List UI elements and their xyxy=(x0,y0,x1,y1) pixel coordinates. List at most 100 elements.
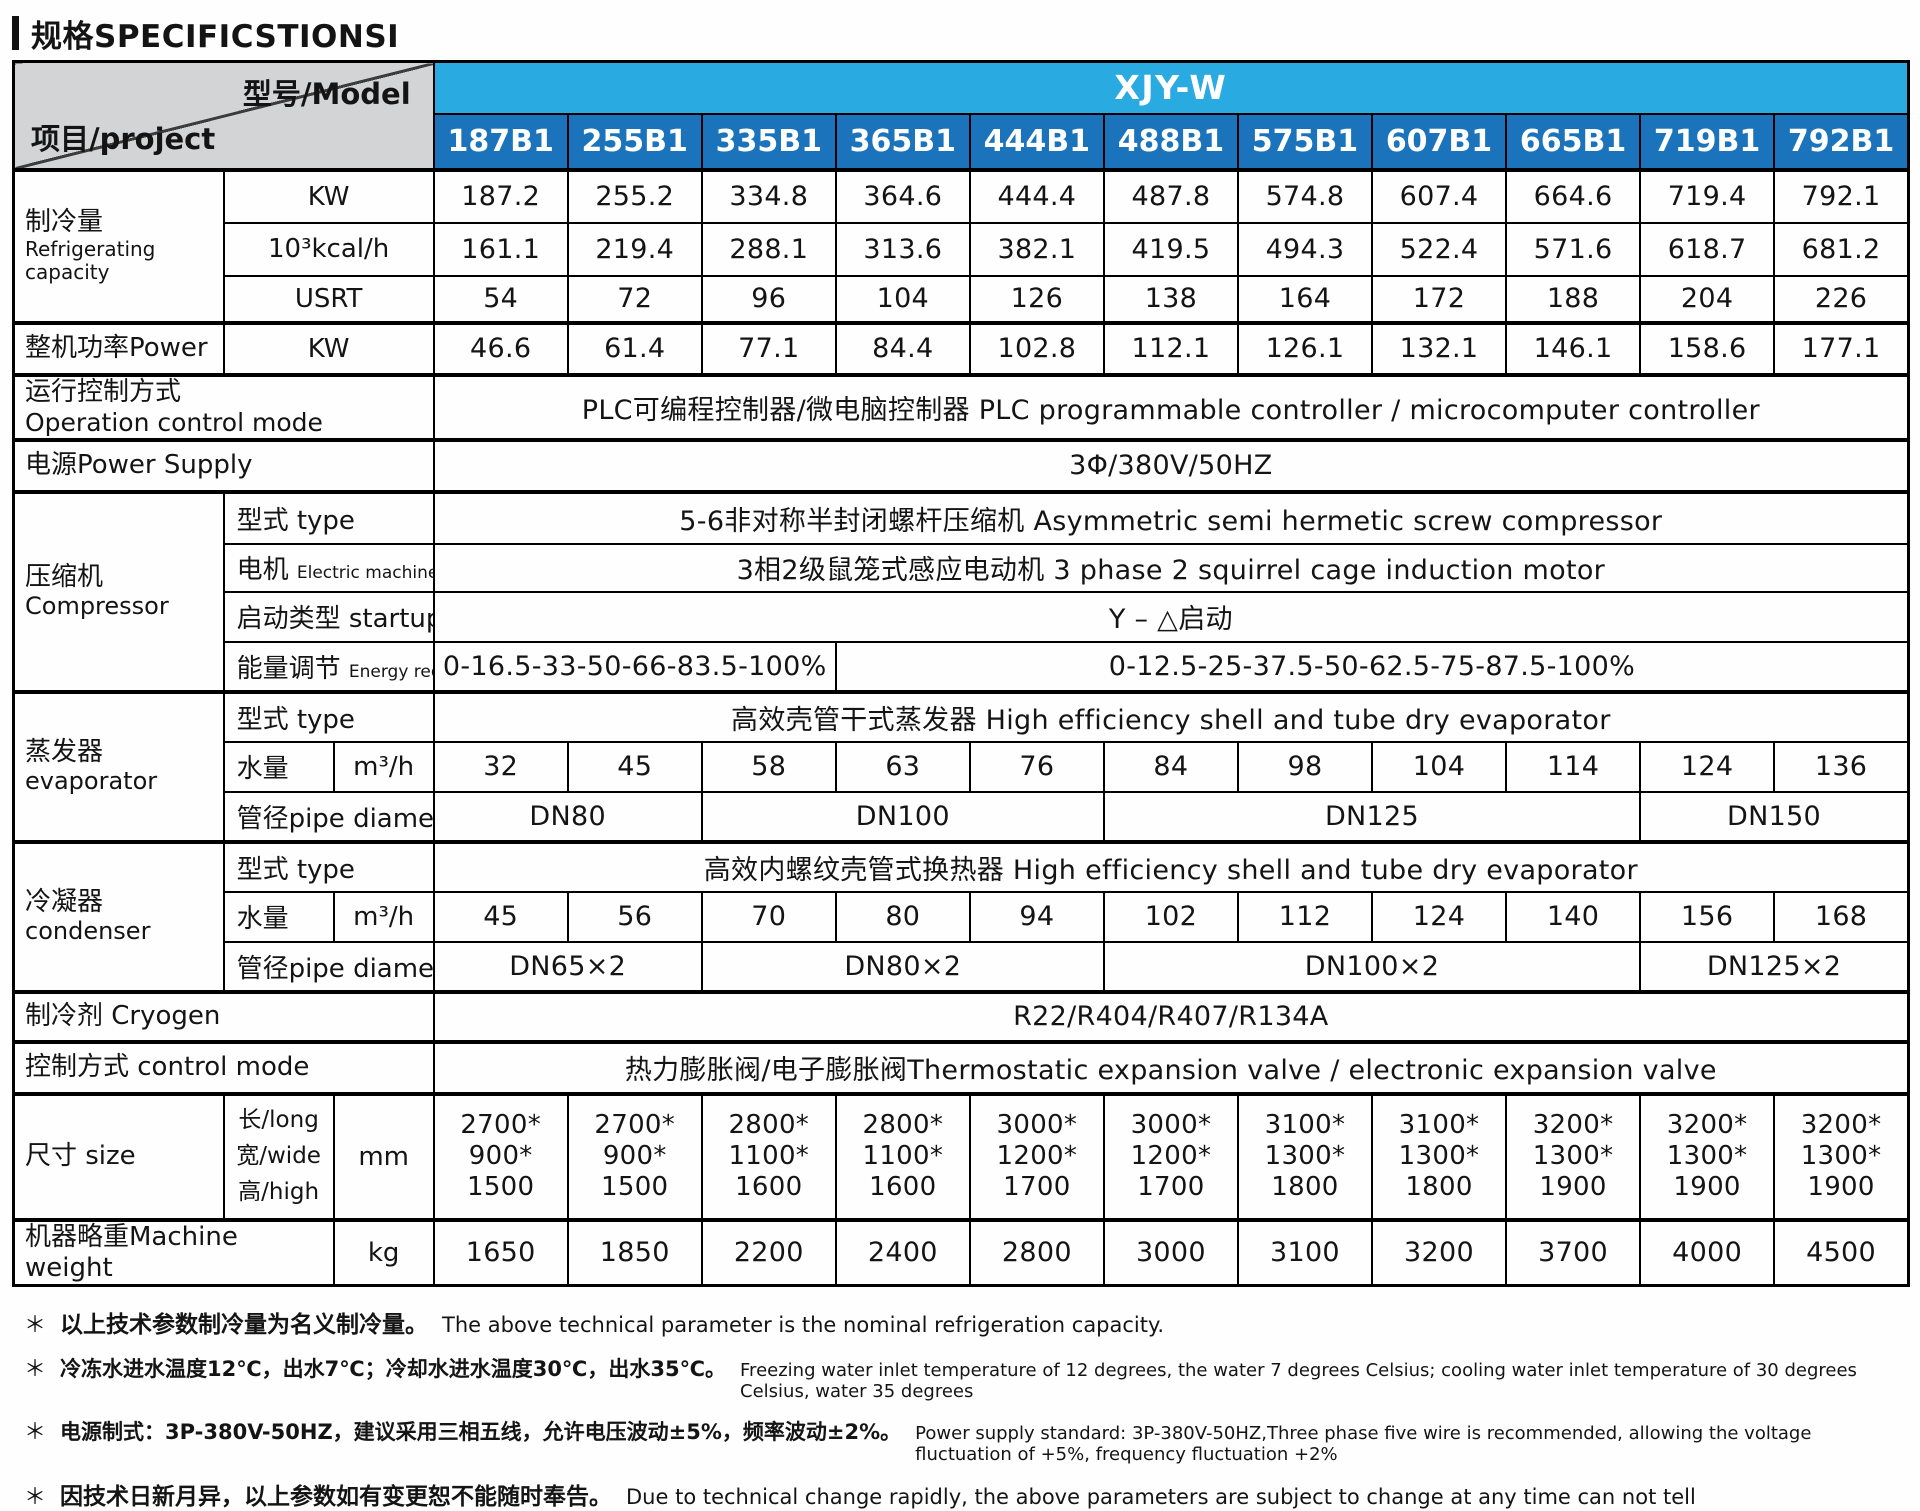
cryogen-row: 制冷剂 Cryogen R22/R404/R407/R134A xyxy=(12,989,1910,1043)
kw-cell: 364.6 xyxy=(834,167,971,224)
cond-water-cell: 56 xyxy=(566,890,703,943)
evap-water-cell: 45 xyxy=(566,740,703,793)
cond-water-cell: 80 xyxy=(834,890,971,943)
usrt-cell: 72 xyxy=(566,274,703,324)
power-supply-label: 电源Power Supply xyxy=(12,437,435,493)
refrigerating-usrt-row: USRT 54 72 96 104 126 138 164 172 188 20… xyxy=(14,274,1910,324)
compressor-startup-value: Y – △启动 xyxy=(432,590,1910,643)
motor-label-en: Electric machinery xyxy=(296,563,432,584)
usrt-cell: 164 xyxy=(1236,274,1373,324)
condenser-pipe-row: 管径pipe diameter DN65×2 DN80×2 DN100×2 DN… xyxy=(14,940,1910,993)
power-cell: 146.1 xyxy=(1505,320,1642,376)
evap-water-cell: 58 xyxy=(700,740,837,793)
weight-cell: 2400 xyxy=(834,1217,971,1287)
weight-cell: 4000 xyxy=(1639,1217,1776,1287)
kw-cell: 719.4 xyxy=(1639,167,1776,224)
size-cell: 3100* 1300* 1800 xyxy=(1236,1091,1373,1221)
energy-label-en: Energy regulation xyxy=(348,661,432,682)
kcal-cell: 288.1 xyxy=(700,221,837,277)
kw-cell: 664.6 xyxy=(1505,167,1642,224)
power-cell: 61.4 xyxy=(566,320,703,376)
kcal-cell: 494.3 xyxy=(1236,221,1373,277)
page-title-text: 规格SPECIFICSTIONSI xyxy=(31,18,400,55)
cond-pipe-cell: DN125×2 xyxy=(1639,940,1910,993)
refrigerating-label-en: Refrigerating capacity xyxy=(25,236,156,284)
kw-cell: 255.2 xyxy=(566,167,703,224)
kw-cell: 574.8 xyxy=(1236,167,1373,224)
compressor-motor-value: 3相2级鼠笼式感应电动机 3 phase 2 squirrel cage ind… xyxy=(432,542,1910,593)
compressor-motor-label: 电机 Electric machinery xyxy=(222,542,435,593)
kw-cell: 792.1 xyxy=(1773,167,1910,224)
model-header: 665B1 xyxy=(1505,112,1642,171)
header-brand-row: 型号/Model 项目/project XJY-W xyxy=(12,60,1910,171)
weight-unit: kg xyxy=(332,1217,435,1287)
operation-mode-label: 运行控制方式 Operation control mode xyxy=(12,372,435,441)
unit-usrt: USRT xyxy=(222,274,435,324)
energy-label-zh: 能量调节 xyxy=(236,653,341,684)
power-cell: 132.1 xyxy=(1370,320,1508,376)
model-header: 575B1 xyxy=(1236,112,1373,171)
condenser-pipe-label: 管径pipe diameter xyxy=(222,940,435,993)
evaporator-type-label: 型式 type xyxy=(222,689,435,743)
usrt-cell: 204 xyxy=(1639,274,1776,324)
evaporator-pipe-row: 管径pipe diameter DN80 DN100 DN125 DN150 xyxy=(14,790,1910,843)
evap-water-cell: 124 xyxy=(1639,740,1776,793)
brand-series-cell: XJY-W xyxy=(432,60,1910,115)
condenser-water-row: 水量 m³/h 45 56 70 80 94 102 112 124 140 1… xyxy=(14,890,1910,943)
operation-mode-row: 运行控制方式 Operation control mode PLC可编程控制器/… xyxy=(12,372,1910,441)
model-header: 444B1 xyxy=(968,112,1105,171)
power-unit: KW xyxy=(222,320,435,376)
weight-cell: 3000 xyxy=(1102,1217,1239,1287)
cond-water-cell: 168 xyxy=(1773,890,1910,943)
footnote-1: ＊ 以上技术参数制冷量为名义制冷量。 The above technical p… xyxy=(24,1305,1912,1339)
refrigerating-label-zh: 制冷量 xyxy=(25,207,104,238)
operation-mode-value: PLC可编程控制器/微电脑控制器 PLC programmable contro… xyxy=(432,372,1910,441)
footnote-2-zh: 冷冻水进水温度12℃，出水7℃；冷却水进水温度30℃，出水35℃。 xyxy=(60,1357,727,1382)
power-cell: 102.8 xyxy=(968,320,1105,376)
compressor-startup-label: 启动类型 startup type xyxy=(222,590,435,643)
footnote-3-zh: 电源制式：3P-380V-50HZ，建议采用三相五线，允许电压波动±5%，频率波… xyxy=(60,1420,902,1445)
evap-pipe-cell: DN150 xyxy=(1639,790,1910,843)
size-cell: 3000* 1200* 1700 xyxy=(1102,1091,1239,1221)
kcal-cell: 571.6 xyxy=(1505,221,1642,277)
weight-row: 机器略重Machine weight kg 1650 1850 2200 240… xyxy=(12,1217,1910,1287)
usrt-cell: 126 xyxy=(968,274,1105,324)
compressor-energy-label: 能量调节 Energy regulation xyxy=(222,640,435,693)
cond-water-cell: 70 xyxy=(700,890,837,943)
model-header: 255B1 xyxy=(566,112,703,171)
corner-header-cell: 型号/Model 项目/project xyxy=(12,60,435,171)
model-header-row: 187B1 255B1 335B1 365B1 444B1 488B1 575B… xyxy=(14,112,1910,171)
condenser-water-label: 水量 xyxy=(222,890,335,943)
evap-water-cell: 104 xyxy=(1370,740,1508,793)
footnote-4-en: Due to technical change rapidly, the abo… xyxy=(626,1485,1696,1510)
footnote-marker: ＊ xyxy=(24,1357,47,1383)
refrigerating-kcal-row: 10³kcal/h 161.1 219.4 288.1 313.6 382.1 … xyxy=(14,221,1910,277)
footnote-2-en: Freezing water inlet temperature of 12 d… xyxy=(740,1360,1857,1403)
footnote-marker: ＊ xyxy=(24,1485,47,1511)
refrigerating-kw-row: 制冷量 Refrigerating capacity KW 187.2 255.… xyxy=(12,167,1910,324)
size-cell: 3100* 1300* 1800 xyxy=(1370,1091,1508,1221)
size-dimension-labels: 长/long 宽/wide 高/high xyxy=(222,1091,335,1221)
power-supply-value: 3Φ/380V/50HZ xyxy=(432,437,1910,493)
evap-water-cell: 98 xyxy=(1236,740,1373,793)
condenser-label-zh: 冷凝器 xyxy=(25,886,104,917)
evap-pipe-cell: DN100 xyxy=(700,790,1105,843)
kw-cell: 607.4 xyxy=(1370,167,1508,224)
unit-kcal: 10³kcal/h xyxy=(222,221,435,277)
weight-cell: 4500 xyxy=(1773,1217,1910,1287)
size-cell: 3200* 1300* 1900 xyxy=(1639,1091,1776,1221)
power-cell: 112.1 xyxy=(1102,320,1239,376)
evaporator-pipe-label: 管径pipe diameter xyxy=(222,790,435,843)
cond-water-cell: 102 xyxy=(1102,890,1239,943)
motor-label-zh: 电机 xyxy=(236,555,289,586)
kw-cell: 444.4 xyxy=(968,167,1105,224)
compressor-type-row: 压缩机 Compressor 型式 type 5-6非对称半封闭螺杆压缩机 As… xyxy=(12,489,1910,693)
usrt-cell: 188 xyxy=(1505,274,1642,324)
control-mode-value: 热力膨胀阀/电子膨胀阀Thermostatic expansion valve … xyxy=(432,1039,1910,1095)
kcal-cell: 522.4 xyxy=(1370,221,1508,277)
cond-water-cell: 112 xyxy=(1236,890,1373,943)
operation-label-zh: 运行控制方式 xyxy=(25,376,182,407)
control-mode-row: 控制方式 control mode 热力膨胀阀/电子膨胀阀Thermostati… xyxy=(12,1039,1910,1095)
model-header: 335B1 xyxy=(700,112,837,171)
